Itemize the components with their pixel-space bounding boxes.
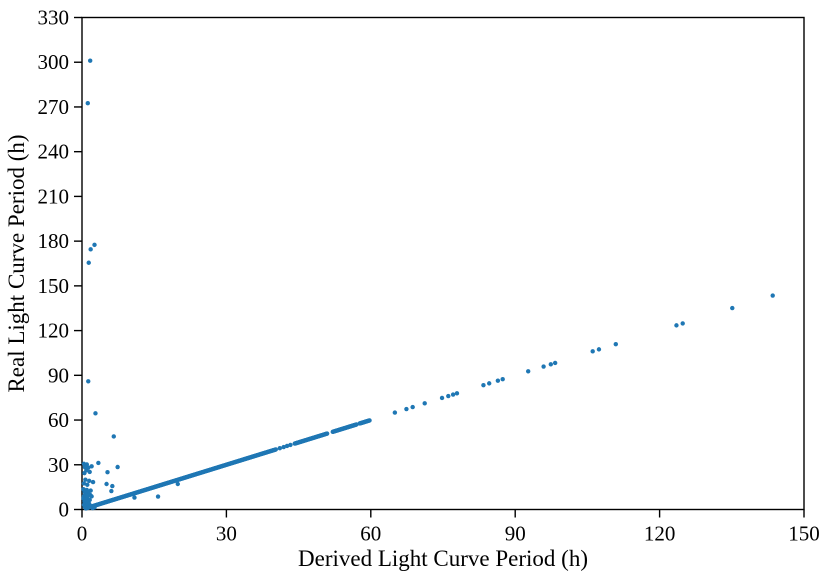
- data-point: [541, 364, 546, 369]
- y-tick-label: 240: [38, 140, 70, 164]
- data-point: [86, 379, 91, 384]
- x-tick-label: 0: [77, 522, 88, 546]
- data-point: [87, 478, 92, 484]
- data-point: [104, 481, 109, 487]
- data-point: [487, 381, 492, 386]
- data-point: [109, 488, 114, 494]
- data-point: [410, 404, 415, 410]
- x-tick-label: 30: [216, 522, 237, 546]
- data-point: [680, 321, 685, 326]
- data-point: [92, 242, 97, 248]
- data-point: [110, 483, 115, 489]
- data-point: [273, 447, 278, 452]
- y-tick-label: 30: [48, 453, 69, 477]
- y-tick-label: 90: [48, 363, 69, 387]
- data-point: [548, 362, 554, 367]
- data-point: [88, 247, 93, 252]
- data-point: [87, 58, 93, 63]
- data-point: [590, 349, 595, 354]
- data-point: [111, 434, 116, 439]
- data-point: [481, 382, 486, 388]
- data-point: [450, 392, 456, 397]
- data-point: [422, 401, 427, 406]
- data-point: [83, 506, 89, 511]
- x-axis-ticks: 0 30 60 90 120 150: [77, 509, 820, 546]
- y-tick-label: 330: [38, 6, 70, 30]
- y-axis-label: Real Light Curve Period (h): [4, 134, 29, 392]
- data-point: [105, 470, 110, 475]
- data-point: [495, 378, 501, 383]
- y-tick-label: 60: [48, 408, 69, 432]
- data-point: [770, 293, 775, 298]
- data-point: [155, 494, 161, 499]
- data-point: [288, 442, 293, 448]
- data-point: [83, 477, 88, 482]
- x-axis-label: Derived Light Curve Period (h): [298, 546, 588, 571]
- data-point: [284, 443, 290, 449]
- data-point: [89, 464, 94, 469]
- data-point: [90, 479, 96, 485]
- data-point: [281, 444, 286, 450]
- data-point: [132, 495, 137, 500]
- y-tick-label: 270: [38, 95, 70, 119]
- data-point: [96, 460, 101, 466]
- data-point: [81, 481, 87, 486]
- data-point: [454, 391, 460, 396]
- y-tick-label: 300: [38, 50, 70, 74]
- data-point: [92, 505, 97, 510]
- data-point: [500, 376, 505, 382]
- data-point: [93, 411, 98, 416]
- data-point: [446, 393, 451, 399]
- y-tick-label: 120: [38, 319, 70, 343]
- data-point: [552, 360, 558, 366]
- data-point: [367, 418, 372, 423]
- data-point: [86, 260, 91, 265]
- data-point: [674, 323, 679, 328]
- data-point: [85, 101, 90, 106]
- data-points: [81, 58, 775, 511]
- x-tick-label: 150: [788, 522, 820, 546]
- y-tick-label: 210: [38, 184, 70, 208]
- y-tick-label: 0: [59, 498, 70, 522]
- y-tick-label: 180: [38, 229, 70, 253]
- x-tick-label: 60: [360, 522, 381, 546]
- data-point: [439, 395, 445, 401]
- y-tick-label: 150: [38, 274, 70, 298]
- data-point: [730, 305, 735, 311]
- data-point: [525, 369, 531, 374]
- x-tick-label: 90: [505, 522, 526, 546]
- y-axis-ticks: 0 30 60 90 120 150 180 210 240 270 300 330: [38, 6, 82, 522]
- data-point: [115, 464, 120, 470]
- data-point: [277, 446, 283, 451]
- plot-frame: [81, 16, 805, 511]
- data-point: [85, 482, 90, 487]
- data-point: [324, 431, 330, 436]
- x-tick-label: 120: [644, 522, 676, 546]
- data-point: [596, 347, 602, 352]
- data-point: [613, 341, 618, 347]
- data-point: [82, 470, 87, 476]
- data-point: [87, 469, 92, 475]
- data-point: [175, 481, 180, 487]
- data-point: [392, 410, 398, 415]
- data-point: [404, 406, 409, 412]
- data-point: [89, 494, 94, 499]
